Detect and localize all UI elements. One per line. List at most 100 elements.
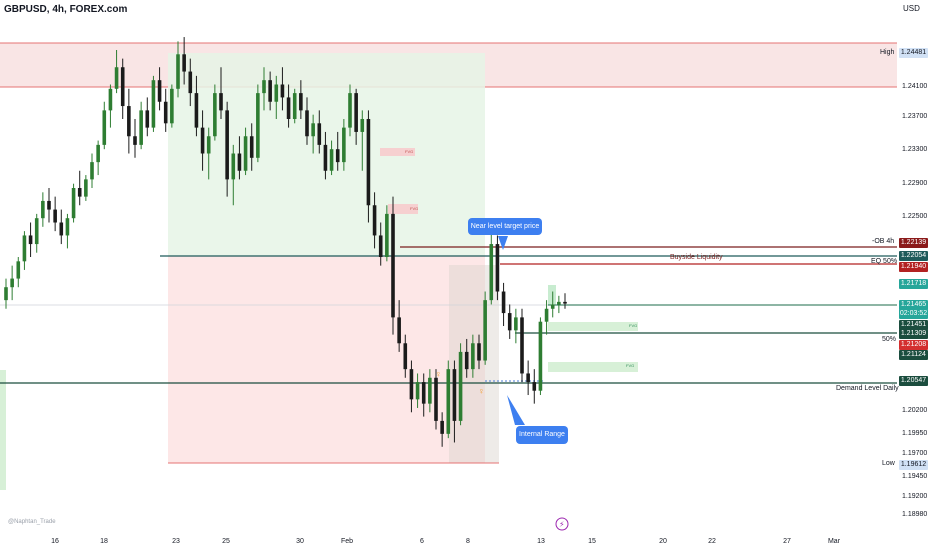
x-tick-label: 16 [51,538,59,545]
candle-body [188,71,193,94]
price-tag: 1.22054 [899,251,928,261]
price-tag: 1.21309 [899,329,928,339]
y-tick-label: 1.22500 [902,213,927,220]
candle-body [108,88,113,111]
candle-body [213,93,217,137]
price-tag: 1.20547 [899,376,928,386]
candle-body [428,377,432,404]
candle-body [163,101,168,124]
candle-body [483,300,487,361]
event-marker-2: ♀ [478,386,485,396]
x-tick-label: 27 [783,538,791,545]
price-tag: 1.21465 [899,300,928,310]
candle-body [84,179,88,197]
candle-body [329,149,334,171]
fvg-box-4 [548,362,638,372]
candle-body [452,369,457,421]
lightning-glyph: ⚡ [559,520,565,529]
lightning-icon[interactable] [555,517,569,531]
candle-body [489,244,494,301]
candle-body [335,149,340,163]
candle-body [145,110,150,128]
y-axis: 1.24100 1.23700 1.23300 1.22900 1.22500 1.202… [902,83,927,518]
candle-body [206,136,211,154]
candle-body [440,420,444,434]
candle-body [28,235,33,245]
candle-body [323,144,328,171]
fvg-label-4: FVG [626,363,635,368]
candle-body [317,123,322,145]
candle-body [421,382,426,404]
candle-body [41,200,45,219]
y-tick-label: 1.19700 [902,450,927,457]
x-tick-label: 6 [420,538,424,545]
fifty-label: 50% [882,336,897,343]
candle-body [96,144,100,163]
candle-body [360,118,365,132]
event-marker-1: ♀ [435,369,442,379]
y-tick-label: 1.22900 [902,180,927,187]
candle-body [458,351,463,421]
x-tick-label: Mar [828,538,841,545]
fvg-box-1 [380,148,415,156]
candle-body [305,110,309,137]
y-tick-label: 1.19450 [902,473,927,480]
price-tag: 1.22139 [899,238,928,248]
fvg-box-5 [548,285,556,305]
internal-range-pointer [507,395,525,425]
candle-body [256,93,260,158]
candle-body [10,278,14,288]
fvg-box-2 [388,204,418,214]
candle-body [378,235,383,258]
candle-body [292,93,297,119]
candle-body [151,80,156,128]
candle-body [311,123,315,137]
candle-body [526,373,530,383]
candle-body [77,188,82,197]
candle-body [415,382,420,400]
price-tag: 1.21208 [899,340,928,350]
candle-body [557,301,561,305]
candle-body [194,93,199,128]
fvg-label-3: FVG [629,323,638,328]
candle-body [47,200,51,210]
ob-4h-label: -OB 4h [872,238,895,245]
candle-body [403,343,408,370]
low-label: Low [882,460,895,467]
candle-body [225,110,229,180]
candle-body [464,351,469,370]
candle-body [262,80,266,94]
candle-body [514,317,518,331]
candle-body [342,127,346,163]
x-tick-label: 25 [222,538,230,545]
candle-body [90,162,94,180]
internal-range-callout: Internal Range [516,426,568,444]
candle-body [71,188,76,219]
symbol-title: GBPUSD, 4h, FOREX.com [4,4,128,15]
candle-body [286,97,291,119]
demand-label: Demand Level Daily [836,385,899,392]
candle-body [397,317,401,344]
x-tick-label: Feb [341,538,353,545]
candle-body [299,93,303,111]
x-tick-label: 20 [659,538,667,545]
candle-body [231,153,236,180]
candle-body [348,93,352,128]
candle-body [495,244,500,292]
candle-body [139,110,143,145]
y-tick-label: 1.19200 [902,493,927,500]
price-tag: 1.21940 [899,262,928,272]
price-tag: 1.24481 [899,48,928,58]
candle-body [434,377,438,421]
y-tick-label: 1.24100 [902,83,927,90]
candle-body [120,67,125,107]
near-target-callout: Near level target price [468,218,542,235]
y-tick-label: 1.20200 [902,407,927,414]
candle-body [354,93,358,132]
left-green-zone [0,370,6,490]
near-target-pointer [498,236,508,250]
x-tick-label: 30 [296,538,304,545]
x-tick-label: 13 [537,538,545,545]
eq50-label: EQ 50% [871,258,898,265]
